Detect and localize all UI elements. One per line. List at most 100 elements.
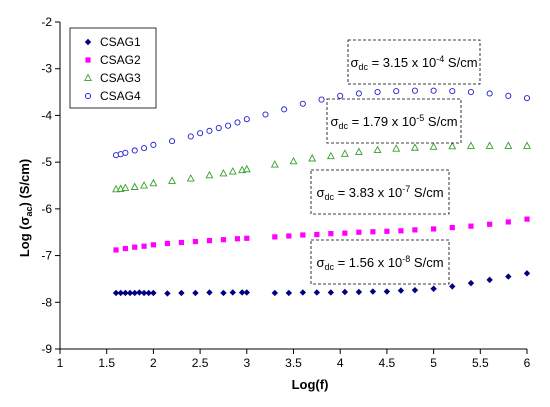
- annotation-1: σdc = 3.15 x 10-4 S/cm: [347, 39, 481, 85]
- data-point: [145, 289, 152, 297]
- data-point: [220, 237, 227, 243]
- data-point: [164, 290, 171, 297]
- data-point: [131, 147, 138, 154]
- legend-marker: [84, 73, 92, 82]
- data-point: [467, 141, 475, 149]
- data-point: [150, 289, 157, 297]
- data-point: [384, 228, 390, 234]
- data-point: [328, 231, 334, 237]
- annotation-text: σdc = 1.56 x 10-8 S/cm: [316, 254, 443, 272]
- annotation-box: [347, 39, 481, 85]
- data-point: [300, 232, 306, 238]
- data-point: [486, 276, 493, 284]
- y-tick-labels: -2 -3 -4 -5 -6 -7 -8 -9: [41, 15, 60, 356]
- x-tick-label: 4: [337, 356, 344, 370]
- data-point: [228, 167, 237, 175]
- y-tick-label: -5: [41, 155, 52, 169]
- data-point: [197, 130, 204, 137]
- data-point: [150, 242, 156, 248]
- data-point: [411, 87, 418, 94]
- y-tick-label: -9: [41, 342, 52, 356]
- data-point: [169, 138, 176, 145]
- data-point: [192, 289, 199, 297]
- data-point: [206, 127, 213, 134]
- data-point: [112, 289, 120, 297]
- data-point: [468, 223, 474, 229]
- legend-label: CSAG2: [100, 53, 141, 67]
- annotation-text: σdc = 1.79 x 10-5 S/cm: [330, 113, 457, 131]
- data-point: [285, 289, 293, 297]
- data-point: [164, 240, 171, 247]
- data-point: [132, 244, 138, 250]
- data-point: [486, 90, 493, 97]
- annotation-2: σdc = 1.79 x 10-5 S/cm: [326, 98, 462, 144]
- x-tick-label: 2.5: [192, 356, 209, 370]
- series-csag3: [112, 141, 531, 193]
- data-point: [117, 289, 124, 297]
- data-point: [370, 229, 376, 235]
- data-point: [286, 233, 292, 239]
- data-point: [205, 170, 214, 179]
- data-point: [485, 141, 494, 149]
- data-point: [242, 164, 251, 173]
- annotation-4: σdc = 1.56 x 10-8 S/cm: [310, 239, 450, 285]
- data-point: [430, 285, 437, 292]
- x-tick-labels: 1 1.5 2 2.5 3 3.5 4 4.5 5 5.5 6: [57, 349, 531, 370]
- data-point: [192, 238, 199, 245]
- data-point: [136, 289, 143, 296]
- series-csag2: [113, 216, 530, 253]
- data-point: [429, 142, 438, 150]
- data-point: [448, 141, 457, 150]
- data-point: [122, 289, 129, 297]
- data-point: [178, 289, 185, 297]
- data-point: [150, 141, 157, 148]
- y-tick-label: -8: [41, 295, 52, 309]
- data-point: [410, 143, 419, 151]
- y-tick-label: -7: [41, 249, 52, 263]
- data-point: [122, 245, 128, 252]
- data-point: [272, 234, 278, 240]
- legend-label: CSAG3: [100, 71, 141, 85]
- data-point: [289, 156, 298, 165]
- data-point: [122, 149, 129, 156]
- data-point: [299, 289, 307, 296]
- data-point: [149, 178, 158, 187]
- data-point: [281, 106, 288, 113]
- legend: CSAG1 CSAG2 CSAG3 CSAG4: [69, 27, 157, 109]
- data-point: [504, 141, 513, 149]
- series-layer: [112, 87, 531, 297]
- annotation-box: [310, 239, 450, 285]
- x-tick-label: 5.5: [472, 356, 489, 370]
- data-point: [206, 289, 213, 296]
- data-point: [337, 92, 344, 99]
- data-point: [244, 235, 250, 241]
- data-point: [141, 243, 147, 249]
- data-point: [308, 154, 317, 162]
- data-point: [355, 288, 363, 296]
- data-point: [234, 236, 241, 242]
- data-point: [130, 182, 139, 190]
- data-point: [318, 96, 325, 103]
- data-point: [397, 287, 405, 294]
- data-point: [524, 216, 530, 222]
- data-point: [523, 270, 531, 277]
- data-point: [168, 176, 177, 184]
- annotation-text: σdc = 3.83 x 10-7 S/cm: [316, 184, 443, 202]
- annotation-box: [310, 169, 450, 215]
- y-axis-title: Log (σac) (S/cm): [17, 159, 34, 257]
- data-point: [431, 226, 437, 232]
- legend-label: CSAG4: [100, 89, 141, 103]
- legend-marker: [84, 92, 92, 100]
- data-point: [392, 144, 401, 152]
- data-point: [505, 273, 512, 280]
- series-csag1: [112, 270, 531, 297]
- data-point: [234, 119, 241, 126]
- data-point: [270, 160, 279, 168]
- data-point: [140, 289, 148, 297]
- data-point: [206, 238, 213, 244]
- legend-marker: [85, 57, 91, 63]
- data-point: [243, 116, 250, 123]
- legend-box: [69, 27, 157, 109]
- annotation-box: [326, 98, 462, 144]
- data-point: [327, 289, 335, 296]
